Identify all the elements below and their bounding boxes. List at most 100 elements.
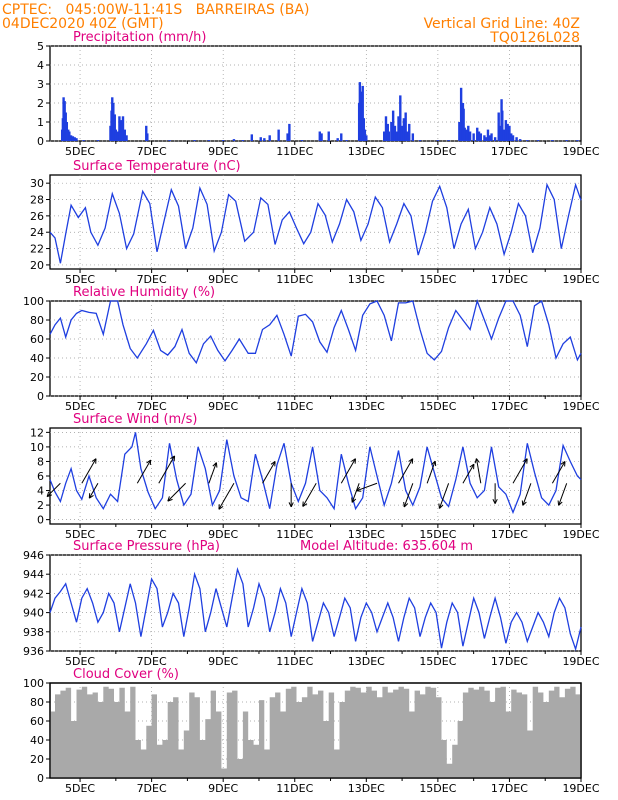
- wind-arrow-head: [288, 502, 294, 508]
- temperature-xtick-label: 11DEC: [276, 273, 313, 286]
- cloud-cover-xtick-label: 19DEC: [562, 782, 599, 795]
- pressure-xtick-label: 9DEC: [208, 655, 238, 668]
- precipitation-xtick-label: 11DEC: [276, 145, 313, 158]
- precipitation-ytick-label: 4: [37, 59, 44, 72]
- pressure-frame: [49, 554, 582, 652]
- precipitation-frame: [49, 45, 582, 142]
- wind-arrow-head: [557, 500, 563, 506]
- pressure-ytick-label: 940: [23, 607, 44, 620]
- precipitation-bar: [73, 137, 76, 141]
- wind-title: Surface Wind (m/s): [73, 412, 197, 427]
- precipitation-bar: [476, 127, 479, 141]
- cloud-cover-ytick-label: 60: [30, 715, 44, 728]
- wind-arrow-shaft: [351, 483, 360, 503]
- pressure-xtick-label: 7DEC: [137, 655, 167, 668]
- wind-arrow-shaft: [46, 482, 61, 497]
- wind-arrow-head: [408, 458, 414, 464]
- wind-ytick-label: 2: [37, 499, 44, 512]
- precipitation-xtick-label: 17DEC: [491, 145, 528, 158]
- wind-arrow-shaft: [88, 483, 99, 499]
- header-code: TQ0126L028: [490, 30, 580, 46]
- precipitation-bar: [207, 140, 211, 141]
- precipitation-bar: [120, 120, 123, 141]
- pressure-xtick-label: 19DEC: [562, 655, 599, 668]
- precipitation-bar: [458, 122, 461, 141]
- wind-arrow-shaft: [462, 463, 475, 484]
- temperature-xtick-label: 15DEC: [419, 273, 456, 286]
- precipitation-xtick-label: 5DEC: [65, 145, 95, 158]
- wind-arrow-head: [438, 503, 444, 509]
- wind-arrow-head: [212, 462, 218, 468]
- wind-arrow-head: [167, 496, 173, 502]
- precipitation-bar: [116, 131, 119, 141]
- precipitation-bar: [462, 108, 465, 141]
- pressure-ytick-label: 942: [23, 587, 44, 600]
- precipitation-bar: [361, 85, 364, 141]
- wind-arrow-shaft: [340, 458, 356, 484]
- wind-arrow-head: [474, 458, 480, 464]
- precipitation-ytick-label: 0: [37, 135, 44, 148]
- precipitation-bar: [268, 135, 271, 141]
- wind-arrow-shaft: [438, 483, 450, 509]
- precipitation-bar: [193, 140, 196, 141]
- wind-ytick-label: 0: [37, 514, 44, 527]
- wind-arrow-head: [469, 463, 475, 470]
- precipitation-bar: [511, 135, 515, 141]
- precipitation-bar: [526, 140, 529, 141]
- temperature-xtick-label: 7DEC: [137, 273, 167, 286]
- precipitation-bar: [483, 135, 486, 141]
- precipitation-bar: [320, 133, 323, 141]
- humidity-ytick-label: 100: [23, 295, 44, 308]
- precipitation-bar: [125, 135, 128, 141]
- humidity-title: Relative Humidity (%): [73, 285, 215, 300]
- wind-arrow-shaft: [512, 458, 528, 484]
- pressure-ytick-label: 946: [23, 549, 44, 562]
- wind-xtick-label: 15DEC: [419, 528, 456, 541]
- wind-arrow-head: [492, 498, 498, 504]
- cloud-cover-ytick-label: 80: [30, 696, 44, 709]
- precipitation-bar: [510, 133, 513, 141]
- precipitation-bar: [506, 123, 509, 141]
- wind-arrow-shaft: [208, 462, 217, 484]
- wind-arrow-head: [351, 458, 356, 464]
- wind-ytick-label: 4: [37, 485, 44, 498]
- wind-ytick-label: 8: [37, 455, 44, 468]
- temperature-ytick-label: 26: [30, 210, 44, 223]
- cloud-cover-area: [50, 686, 581, 778]
- precipitation-bar: [112, 103, 115, 141]
- precipitation-bar: [399, 95, 402, 141]
- cloud-cover-xtick-label: 17DEC: [491, 782, 528, 795]
- precipitation-xtick-label: 7DEC: [137, 145, 167, 158]
- wind-arrow-head: [88, 493, 94, 499]
- precipitation-bar: [383, 131, 386, 141]
- precipitation-xtick-label: 19DEC: [562, 145, 599, 158]
- precipitation-bar: [518, 139, 522, 141]
- precipitation-bar: [515, 137, 518, 141]
- precipitation-bar: [82, 140, 85, 141]
- pressure-xtick-label: 15DEC: [419, 655, 456, 668]
- wind-arrow-shaft: [398, 458, 414, 484]
- precipitation-bar: [463, 127, 466, 141]
- precipitation-bar: [288, 123, 291, 141]
- humidity-ytick-label: 40: [30, 352, 44, 365]
- precipitation-bar: [467, 125, 470, 141]
- precipitation-bar: [286, 133, 289, 141]
- cloud-cover-frame-top: [49, 682, 582, 779]
- precipitation-bar: [146, 133, 149, 141]
- cloud-cover-xtick-label: 7DEC: [137, 782, 167, 795]
- wind-arrow-head: [351, 497, 357, 503]
- pressure-title: Surface Pressure (hPa): [73, 539, 220, 554]
- humidity-ytick-label: 0: [37, 390, 44, 403]
- wind-arrow-head: [91, 458, 97, 464]
- wind-arrow-shaft: [302, 483, 317, 507]
- wind-arrow-shaft: [522, 483, 532, 506]
- humidity-xtick-label: 9DEC: [208, 400, 238, 413]
- precipitation-bar: [118, 116, 121, 141]
- humidity-xtick-label: 5DEC: [65, 400, 95, 413]
- precipitation-bar: [400, 125, 404, 141]
- precipitation-bar: [411, 133, 415, 141]
- precipitation-ytick-label: 1: [37, 116, 44, 129]
- temperature-title: Surface Temperature (nC): [73, 159, 241, 174]
- wind-arrow-shaft: [551, 461, 566, 484]
